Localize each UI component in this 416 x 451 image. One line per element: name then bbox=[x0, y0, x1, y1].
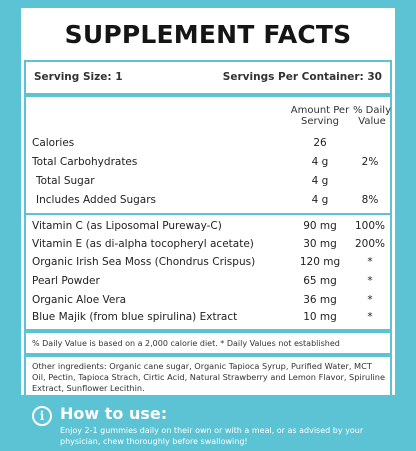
ingredient-daily-value: * bbox=[367, 256, 373, 268]
section-divider bbox=[26, 213, 390, 215]
daily-value-header: % Daily Value bbox=[353, 105, 391, 127]
ingredient-row: Blue Majik (from blue spirulina) Extract… bbox=[26, 309, 390, 327]
daily-value-footnote-box: % Daily Value is based on a 2,000 calori… bbox=[24, 331, 392, 355]
ingredient-daily-value: 100% bbox=[354, 220, 386, 232]
daily-value-footnote: % Daily Value is based on a 2,000 calori… bbox=[32, 339, 340, 348]
nutrient-row: Includes Added Sugars 4 g 8% bbox=[26, 192, 390, 210]
nutrition-table: Amount Per Serving % Daily Value Calorie… bbox=[24, 95, 392, 331]
how-to-use-text: Enjoy 2-1 gummies daily on their own or … bbox=[60, 426, 364, 446]
ingredient-daily-value: * bbox=[367, 311, 373, 323]
other-ingredients-text: Other ingredients: Organic cane sugar, O… bbox=[32, 361, 386, 393]
ingredient-name: Pearl Powder bbox=[32, 275, 100, 287]
ingredient-amount: 36 mg bbox=[303, 294, 337, 306]
ingredient-name: Vitamin E (as di-alpha tocopheryl acetat… bbox=[32, 238, 254, 250]
nutrient-name: Total Sugar bbox=[36, 175, 95, 187]
panel-title: SUPPLEMENT FACTS bbox=[64, 20, 352, 49]
ingredient-row: Vitamin C (as Liposomal Pureway-C) 90 mg… bbox=[26, 218, 390, 236]
ingredient-name: Vitamin C (as Liposomal Pureway-C) bbox=[32, 220, 222, 232]
ingredient-amount: 65 mg bbox=[303, 275, 337, 287]
nutrient-row: Total Carbohydrates 4 g 2% bbox=[26, 154, 390, 172]
ingredient-name: Organic Aloe Vera bbox=[32, 294, 127, 306]
nutrient-name: Calories bbox=[32, 137, 75, 149]
nutrient-daily-value: 2% bbox=[361, 156, 379, 168]
supplement-facts-panel: SUPPLEMENT FACTS Serving Size: 1 Serving… bbox=[21, 8, 395, 395]
ingredient-row: Organic Aloe Vera 36 mg * bbox=[26, 292, 390, 310]
nutrient-daily-value: 8% bbox=[361, 194, 379, 206]
amount-per-serving-header: Amount Per Serving bbox=[290, 105, 350, 127]
servings-per-container: Servings Per Container: 30 bbox=[222, 71, 382, 83]
nutrient-row: Calories 26 bbox=[26, 135, 390, 153]
how-to-use-section: i How to use: Enjoy 2-1 gummies daily on… bbox=[32, 404, 402, 448]
ingredient-daily-value: * bbox=[367, 294, 373, 306]
other-ingredients-box: Other ingredients: Organic cane sugar, O… bbox=[24, 355, 392, 395]
ingredient-row: Pearl Powder 65 mg * bbox=[26, 273, 390, 291]
nutrient-amount: 4 g bbox=[311, 156, 329, 168]
ingredient-row: Organic Irish Sea Moss (Chondrus Crispus… bbox=[26, 254, 390, 272]
serving-info-box: Serving Size: 1 Servings Per Container: … bbox=[24, 60, 392, 95]
info-icon: i bbox=[32, 406, 52, 426]
ingredient-daily-value: 200% bbox=[354, 238, 386, 250]
ingredient-amount: 30 mg bbox=[303, 238, 337, 250]
nutrient-name: Includes Added Sugars bbox=[36, 194, 157, 206]
nutrient-amount: 4 g bbox=[311, 175, 329, 187]
ingredient-daily-value: * bbox=[367, 275, 373, 287]
ingredient-row: Vitamin E (as di-alpha tocopheryl acetat… bbox=[26, 236, 390, 254]
nutrient-amount: 4 g bbox=[311, 194, 329, 206]
nutrient-name: Total Carbohydrates bbox=[32, 156, 138, 168]
ingredient-amount: 10 mg bbox=[303, 311, 337, 323]
nutrient-row: Total Sugar 4 g bbox=[26, 173, 390, 191]
how-to-use-title: How to use: bbox=[60, 404, 168, 423]
ingredient-name: Organic Irish Sea Moss (Chondrus Crispus… bbox=[32, 256, 256, 268]
serving-size: Serving Size: 1 bbox=[34, 71, 123, 83]
ingredient-name: Blue Majik (from blue spirulina) Extract bbox=[32, 311, 238, 323]
ingredient-amount: 90 mg bbox=[303, 220, 337, 232]
ingredient-amount: 120 mg bbox=[299, 256, 341, 268]
nutrient-amount: 26 bbox=[313, 137, 327, 149]
